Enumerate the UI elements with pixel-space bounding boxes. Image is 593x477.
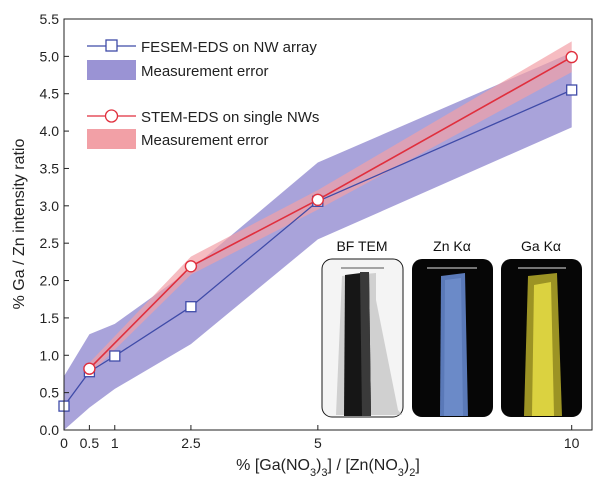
- x-tick-label: 5: [314, 435, 322, 451]
- y-tick-label: 4.5: [40, 86, 60, 102]
- inset-bf-tem: BF TEM: [321, 238, 404, 418]
- legend-entry-stem: STEM-EDS on single NWs: [87, 109, 319, 126]
- inset-title-ga-ka: Ga Kα: [521, 238, 561, 254]
- y-tick-label: 3.5: [40, 160, 60, 176]
- y-tick-label: 0.5: [40, 385, 60, 401]
- data-point-stem: [311, 193, 324, 207]
- legend-label-stem-error: Measurement error: [141, 132, 269, 149]
- x-tick-label: 1: [111, 435, 119, 451]
- x-tick-label: 0: [60, 435, 68, 451]
- data-point-fesem: [109, 350, 121, 362]
- series-lines: [63, 56, 573, 407]
- y-tick-label: 4.0: [40, 123, 60, 139]
- series-line-fesem: [63, 89, 572, 407]
- inset-ga-ka: Ga Kα: [501, 238, 582, 417]
- y-axis-title: % Ga / Zn intensity ratio: [11, 139, 28, 310]
- x-tick-label: 10: [564, 435, 580, 451]
- legend-label-stem: STEM-EDS on single NWs: [141, 109, 319, 126]
- y-tick-label: 0.0: [40, 422, 60, 438]
- y-tick-label: 1.0: [40, 347, 60, 363]
- axes: 0 0.5 1 2.5 5 10 0.0 0.5 1.0 1.5 2.0 2.5 3.0 3.5 4.0 4…: [40, 11, 593, 451]
- x-tick-label: 2.5: [181, 435, 201, 451]
- legend: FESEM-EDS on NW array Measurement error …: [87, 39, 319, 149]
- plot-area: [58, 41, 578, 430]
- inset-title-zn-ka: Zn Kα: [433, 238, 471, 254]
- error-band-fesem: [64, 52, 572, 430]
- y-tick-label: 5.0: [40, 48, 60, 64]
- y-tick-label: 1.5: [40, 310, 60, 326]
- data-point-fesem: [566, 84, 578, 96]
- legend-entry-stem-error: Measurement error: [87, 129, 269, 149]
- y-ticks: 0.0 0.5 1.0 1.5 2.0 2.5 3.0 3.5 4.0 4.5 5.0 5.5: [40, 11, 69, 438]
- inset-title-bf-tem: BF TEM: [336, 238, 387, 254]
- data-point-fesem: [185, 301, 197, 313]
- legend-entry-fesem-error: Measurement error: [87, 60, 269, 80]
- inset-zn-ka: Zn Kα: [412, 238, 493, 417]
- y-tick-label: 3.0: [40, 198, 60, 214]
- y-tick-label: 5.5: [40, 11, 60, 27]
- x-tick-label: 0.5: [80, 435, 100, 451]
- inset-micrographs: BF TEM Zn Kα Ga Kα: [321, 238, 582, 418]
- data-point-stem: [184, 260, 198, 273]
- y-tick-label: 2.0: [40, 273, 60, 289]
- series-markers: [58, 50, 578, 412]
- x-ticks: 0 0.5 1 2.5 5 10: [60, 425, 580, 451]
- legend-label-fesem: FESEM-EDS on NW array: [141, 39, 317, 56]
- y-tick-label: 2.5: [40, 235, 60, 251]
- data-point-stem: [83, 362, 96, 375]
- legend-label-fesem-error: Measurement error: [141, 63, 269, 80]
- legend-entry-fesem: FESEM-EDS on NW array: [87, 39, 317, 56]
- data-point-stem: [565, 50, 578, 64]
- x-axis-title: % [Ga(NO3)3] / [Zn(NO3)2]: [236, 457, 420, 477]
- series-line-stem: [88, 56, 573, 370]
- plot-frame: [63, 18, 593, 431]
